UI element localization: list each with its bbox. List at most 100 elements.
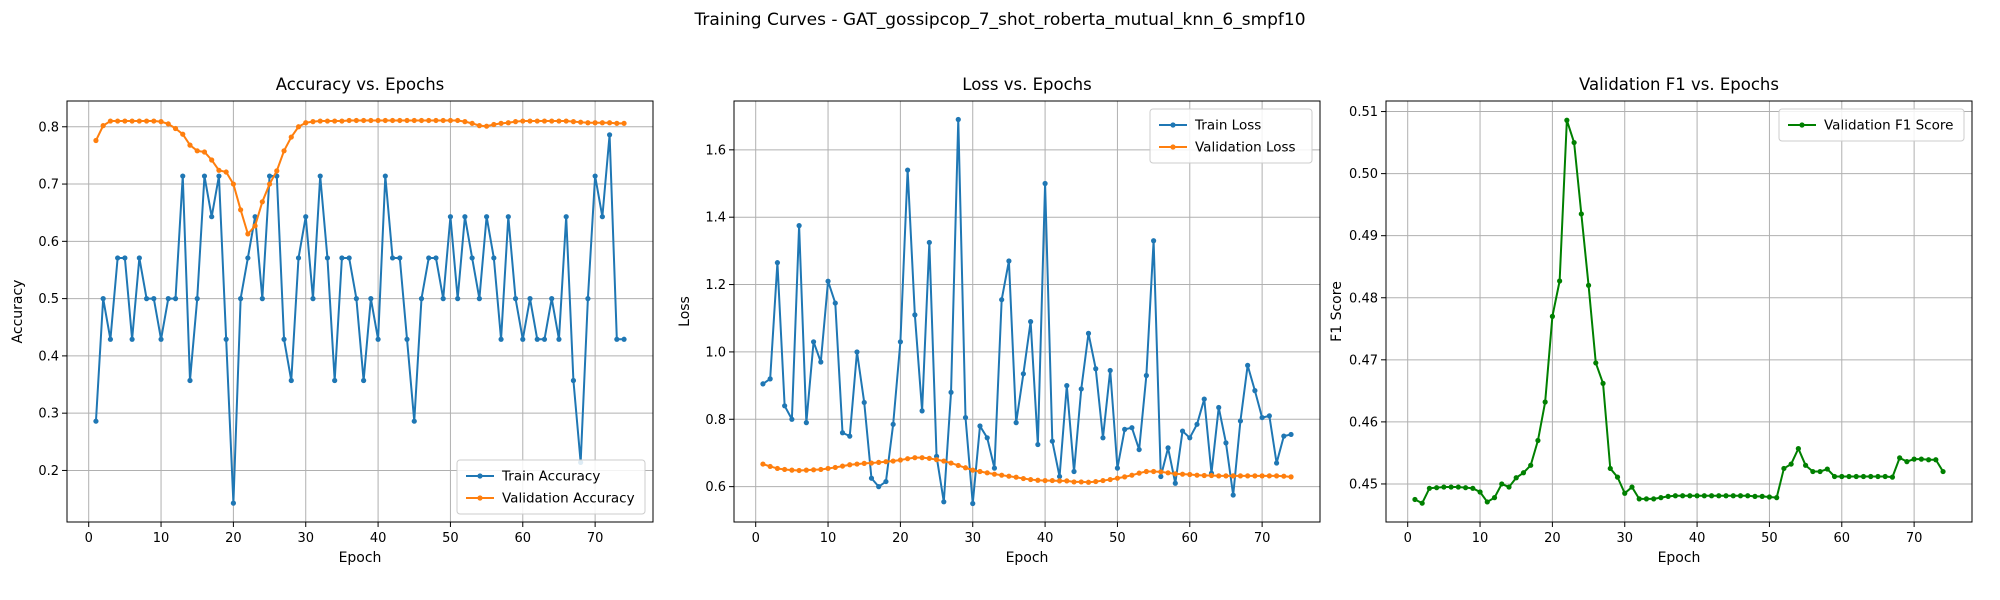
- data-point: [1918, 456, 1924, 462]
- data-point: [1194, 472, 1200, 478]
- data-point: [1245, 473, 1251, 479]
- data-point: [1491, 495, 1498, 501]
- data-point: [1187, 435, 1193, 441]
- data-point: [1781, 465, 1787, 472]
- data-point: [404, 336, 410, 342]
- plot-frame: [1385, 100, 1973, 523]
- data-point: [926, 239, 932, 246]
- data-point: [818, 359, 824, 365]
- data-point: [1448, 484, 1454, 490]
- data-point: [1201, 472, 1207, 479]
- data-point: [854, 461, 860, 467]
- data-point: [1028, 476, 1034, 483]
- subplot-title: Accuracy vs. Epochs: [276, 75, 445, 94]
- data-point: [1651, 496, 1657, 502]
- data-point: [991, 471, 998, 477]
- data-point: [1803, 462, 1809, 468]
- legend: Validation F1 Score: [1778, 108, 1965, 142]
- data-point: [324, 118, 331, 124]
- data-point: [563, 214, 569, 220]
- data-point: [230, 500, 236, 506]
- figure-title: Training Curves - GAT_gossipcop_7_shot_r…: [693, 10, 1305, 30]
- data-point: [484, 123, 490, 129]
- data-point: [570, 119, 577, 125]
- data-point: [498, 120, 504, 126]
- data-point: [194, 148, 200, 154]
- data-point: [941, 499, 947, 505]
- data-point: [1412, 496, 1418, 503]
- data-point: [592, 173, 598, 179]
- data-point: [621, 120, 627, 126]
- x-axis-label: Epoch: [339, 550, 382, 566]
- data-point: [527, 296, 533, 302]
- data-point: [1795, 445, 1801, 452]
- data-point: [970, 467, 976, 473]
- legend-label: Train Loss: [1194, 118, 1261, 134]
- data-point: [266, 173, 273, 179]
- legend-label: Train Accuracy: [501, 469, 600, 485]
- data-point: [136, 255, 142, 261]
- data-point: [919, 408, 925, 414]
- data-point: [332, 118, 338, 124]
- data-point: [1571, 139, 1577, 146]
- y-tick-label: 0.46: [1349, 415, 1378, 430]
- data-point: [1107, 476, 1113, 483]
- data-point: [1853, 473, 1859, 480]
- x-tick-label: 10: [820, 531, 837, 546]
- data-point: [782, 466, 788, 473]
- data-point: [245, 231, 251, 237]
- data-point: [368, 296, 374, 302]
- data-point: [1151, 238, 1157, 244]
- data-point: [1143, 372, 1149, 379]
- data-point: [1528, 462, 1534, 468]
- data-point: [180, 131, 186, 137]
- data-point: [1078, 479, 1084, 485]
- data-point: [209, 214, 215, 220]
- data-point: [1093, 366, 1099, 372]
- data-point: [912, 312, 918, 318]
- data-point: [599, 120, 605, 126]
- data-point: [977, 423, 983, 429]
- y-tick-label: 1.6: [705, 143, 726, 158]
- data-point: [375, 117, 381, 124]
- y-tick-label: 0.47: [1349, 353, 1378, 368]
- data-point: [426, 255, 432, 261]
- x-tick-label: 60: [1834, 531, 1851, 546]
- data-point: [955, 116, 961, 123]
- data-point: [541, 336, 548, 342]
- data-point: [288, 134, 294, 140]
- legend-swatch-marker: [477, 473, 483, 479]
- data-point: [1680, 493, 1686, 499]
- data-point: [93, 418, 99, 424]
- data-point: [433, 255, 439, 261]
- data-point: [803, 420, 809, 426]
- x-tick-label: 20: [225, 531, 242, 546]
- data-point: [100, 296, 106, 302]
- data-point: [592, 120, 598, 126]
- series-line-f1-0: [1414, 119, 1944, 505]
- data-point: [1049, 477, 1055, 484]
- data-point: [1817, 468, 1823, 475]
- data-point: [1122, 426, 1128, 432]
- data-point: [1434, 485, 1440, 491]
- data-point: [455, 296, 461, 302]
- data-point: [520, 336, 526, 342]
- data-point: [484, 214, 490, 220]
- data-point: [209, 157, 215, 163]
- data-point: [187, 377, 193, 384]
- data-point: [404, 117, 410, 124]
- data-point: [1868, 473, 1874, 480]
- data-point: [368, 117, 374, 124]
- data-point: [1078, 386, 1084, 392]
- data-point: [818, 466, 824, 473]
- data-point: [1230, 473, 1236, 479]
- data-point: [527, 118, 533, 124]
- data-point: [1882, 473, 1888, 480]
- data-point: [1273, 460, 1280, 466]
- data-point: [1049, 438, 1055, 444]
- y-tick-label: 0.51: [1349, 105, 1378, 120]
- data-point: [1860, 473, 1867, 480]
- data-point: [1614, 474, 1621, 480]
- data-point: [832, 300, 838, 306]
